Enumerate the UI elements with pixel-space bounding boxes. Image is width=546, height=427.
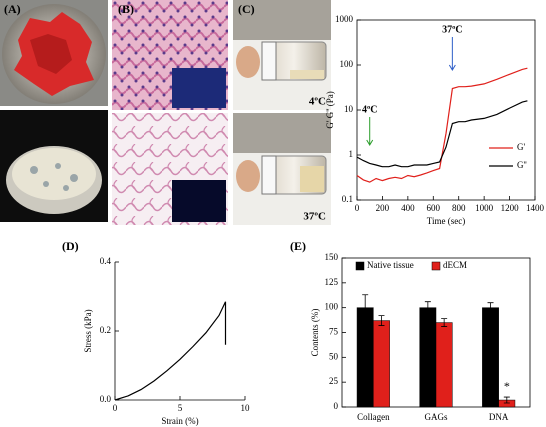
x-tick-label: 800 xyxy=(452,203,466,213)
x-tick-label: 0 xyxy=(113,403,118,413)
legend-swatch xyxy=(355,261,365,271)
plot-frame xyxy=(356,19,536,201)
error-bar xyxy=(424,301,431,315)
error-bar xyxy=(378,315,385,326)
error-bar xyxy=(503,396,510,404)
y-tick-label: 50 xyxy=(329,351,339,361)
annotation-arrow xyxy=(448,37,456,71)
histology xyxy=(112,0,228,225)
x-tick-label: DNA xyxy=(489,412,509,422)
x-tick-label: 10 xyxy=(241,403,251,413)
error-bar xyxy=(487,302,494,314)
x-tick-label: 1400 xyxy=(526,203,545,213)
x-axis-label: Strain (%) xyxy=(161,416,198,426)
panel-label: (C) xyxy=(238,2,255,16)
annotation: * xyxy=(504,379,510,393)
bar xyxy=(482,307,499,408)
y-tick-label: 10 xyxy=(344,104,354,114)
x-tick-label: 200 xyxy=(376,203,390,213)
y-tick-label: 0.4 xyxy=(100,256,112,266)
photo-caption: 4ºC xyxy=(309,96,326,108)
bar xyxy=(356,307,374,408)
y-tick-label: 0.0 xyxy=(100,394,112,404)
line xyxy=(114,301,227,401)
y-tick-label: 100 xyxy=(340,59,354,69)
photo-vials xyxy=(233,0,331,225)
x-axis-label: Time (sec) xyxy=(427,216,465,226)
panel-label: (E) xyxy=(290,239,306,253)
line xyxy=(356,67,528,183)
y-axis-label: G' G'' (Pa) xyxy=(325,91,335,128)
photo-tissue xyxy=(0,0,108,106)
y-tick-label: 1000 xyxy=(335,14,354,24)
y-tick-label: 25 xyxy=(329,376,339,386)
x-tick-label: 600 xyxy=(427,203,441,213)
y-tick-label: 75 xyxy=(329,327,339,337)
bar xyxy=(419,307,437,408)
bar xyxy=(435,322,453,408)
legend-label: G' xyxy=(517,142,525,152)
annotation: 4ºC xyxy=(362,104,378,115)
legend-label: dECM xyxy=(443,260,467,270)
y-tick-label: 100 xyxy=(325,302,339,312)
annotation: 37ºC xyxy=(442,24,463,35)
y-tick-label: 0.2 xyxy=(100,325,111,335)
legend-label: G'' xyxy=(517,160,527,170)
y-tick-label: 150 xyxy=(325,252,339,262)
error-bar xyxy=(362,294,369,321)
panel-label: (D) xyxy=(62,239,79,253)
bar xyxy=(373,320,390,408)
y-axis-label: Contents (%) xyxy=(310,309,320,357)
panel-label: (A) xyxy=(4,2,21,16)
error-bar xyxy=(441,318,448,327)
legend-label: Native tissue xyxy=(367,260,414,270)
x-tick-label: 1200 xyxy=(501,203,520,213)
x-tick-label: Collagen xyxy=(357,412,390,422)
annotation-arrow xyxy=(366,117,374,146)
y-tick-label: 1 xyxy=(349,149,354,159)
photo-powder xyxy=(0,110,108,222)
x-tick-label: 5 xyxy=(178,403,183,413)
y-axis-label: Stress (kPa) xyxy=(83,309,93,352)
x-tick-label: 0 xyxy=(355,203,360,213)
photo-caption: 37ºC xyxy=(303,211,326,223)
y-tick-label: 125 xyxy=(325,277,339,287)
legend-swatch xyxy=(431,261,441,271)
y-tick-label: 0.1 xyxy=(342,194,353,204)
x-tick-label: GAGs xyxy=(424,412,447,422)
x-tick-label: 1000 xyxy=(475,203,494,213)
y-tick-label: 0 xyxy=(334,401,339,411)
line xyxy=(356,100,528,168)
x-tick-label: 400 xyxy=(401,203,415,213)
panel-label: (B) xyxy=(118,2,134,16)
